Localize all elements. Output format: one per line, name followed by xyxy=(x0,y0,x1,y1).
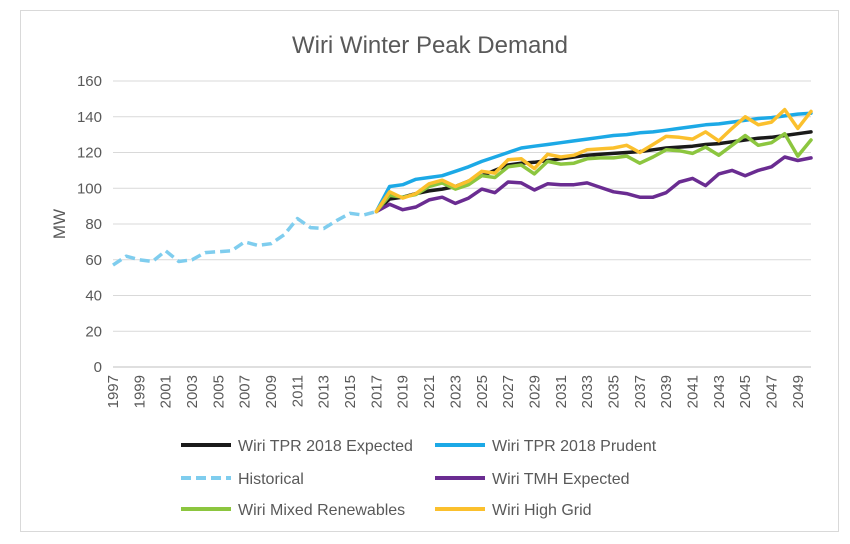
x-tick-label: 2015 xyxy=(342,375,359,408)
legend-label-1: Wiri TPR 2018 Prudent xyxy=(492,438,657,455)
series-lines xyxy=(112,107,813,267)
legend: Wiri TPR 2018 Expected Wiri TPR 2018 Prud… xyxy=(181,438,657,519)
legend-label-5: Wiri High Grid xyxy=(492,502,592,519)
x-tick-label: 2009 xyxy=(263,375,280,408)
series-line-5 xyxy=(374,107,813,214)
x-tick-label: 2039 xyxy=(658,375,675,408)
x-tick-label: 2001 xyxy=(158,375,175,408)
x-tick-label: 2007 xyxy=(237,375,254,408)
y-tick-label: 140 xyxy=(77,109,102,126)
y-tick-labels: 0 20 40 60 80 100 120 140 160 xyxy=(77,73,102,376)
x-tick-label: 2025 xyxy=(474,375,491,408)
chart-frame: Wiri Winter Peak Demand 0 20 40 60 80 100 120 1… xyxy=(20,10,839,532)
y-tick-label: 60 xyxy=(85,252,102,269)
series-line-0 xyxy=(374,130,813,214)
x-tick-labels: 1997 1999 2001 2003 2005 2007 2009 2011 2013 2015… xyxy=(105,375,807,408)
y-tick-label: 0 xyxy=(94,359,102,376)
x-tick-label: 2045 xyxy=(737,375,754,408)
x-tick-label: 2035 xyxy=(605,375,622,408)
y-axis-label: MW xyxy=(50,209,69,239)
x-tick-label: 2017 xyxy=(368,375,385,408)
x-tick-label: 2027 xyxy=(500,375,517,408)
chart-title: Wiri Winter Peak Demand xyxy=(292,32,568,59)
x-tick-label: 2005 xyxy=(210,375,227,408)
x-tick-label: 2033 xyxy=(579,375,596,408)
x-tick-label: 2037 xyxy=(632,375,649,408)
series-line-3 xyxy=(374,155,813,214)
legend-label-4: Wiri Mixed Renewables xyxy=(238,502,405,519)
x-tick-label: 2029 xyxy=(526,375,543,408)
x-tick-label: 2011 xyxy=(289,375,306,407)
series-line-4 xyxy=(374,131,813,214)
series-line-2 xyxy=(112,209,377,267)
x-tick-label: 2021 xyxy=(421,375,438,408)
y-tick-label: 160 xyxy=(77,73,102,90)
legend-label-2: Historical xyxy=(238,471,304,488)
y-tick-label: 120 xyxy=(77,145,102,162)
x-tick-label: 2003 xyxy=(184,375,201,408)
legend-label-0: Wiri TPR 2018 Expected xyxy=(238,438,413,455)
y-tick-label: 40 xyxy=(85,288,102,305)
legend-label-3: Wiri TMH Expected xyxy=(492,471,630,488)
x-tick-label: 2049 xyxy=(790,375,807,408)
x-tick-label: 2031 xyxy=(553,375,570,408)
x-tick-label: 2047 xyxy=(763,375,780,408)
x-tick-label: 1999 xyxy=(131,375,148,408)
x-tick-label: 2043 xyxy=(711,375,728,408)
chart-canvas: Wiri Winter Peak Demand 0 20 40 60 80 100 120 1… xyxy=(50,32,813,519)
x-tick-label: 2019 xyxy=(395,375,412,408)
x-tick-label: 2023 xyxy=(447,375,464,408)
x-tick-label: 2013 xyxy=(316,375,333,408)
x-tick-label: 2041 xyxy=(684,375,701,408)
x-tick-label: 1997 xyxy=(105,375,122,408)
y-tick-label: 20 xyxy=(85,323,102,340)
y-tick-label: 80 xyxy=(85,216,102,233)
grid-lines xyxy=(113,80,811,332)
y-tick-label: 100 xyxy=(77,180,102,197)
